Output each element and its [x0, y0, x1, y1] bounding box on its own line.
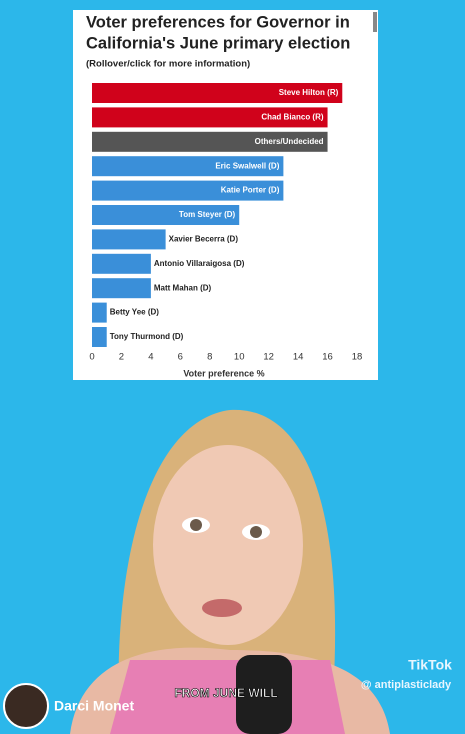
- bar-label: Xavier Becerra (D): [169, 235, 239, 244]
- bar-label: Katie Porter (D): [221, 186, 280, 195]
- x-tick-label: 16: [322, 352, 333, 363]
- x-tick-label: 0: [89, 352, 94, 363]
- brand: TikTok: [408, 657, 452, 673]
- bar-label: Betty Yee (D): [110, 308, 160, 317]
- handle: @ antiplasticlady: [361, 679, 452, 691]
- x-tick-label: 12: [263, 352, 274, 363]
- avatar[interactable]: [3, 683, 49, 729]
- bar-label: Chad Bianco (R): [261, 113, 324, 122]
- x-tick-label: 10: [234, 352, 245, 363]
- chart-subtitle: (Rollover/click for more information): [86, 59, 250, 70]
- x-axis-label: Voter preference %: [183, 368, 264, 378]
- bar: [92, 131, 328, 152]
- chart-title: Voter preferences for Governor in: [86, 13, 350, 31]
- x-tick-label: 18: [352, 352, 363, 363]
- bar-label: Matt Mahan (D): [154, 283, 212, 292]
- bar-label: Steve Hilton (R): [279, 88, 339, 97]
- creator-name[interactable]: Darci Monet: [54, 698, 134, 714]
- x-tick-label: 8: [207, 352, 212, 363]
- bar: [92, 83, 343, 103]
- x-tick-label: 6: [178, 352, 183, 363]
- presenter: [70, 409, 390, 734]
- bar: [92, 302, 107, 323]
- bar-label: Eric Swalwell (D): [215, 161, 279, 170]
- bar: [92, 107, 328, 128]
- bar-label: Antonio Villaraigosa (D): [154, 259, 245, 268]
- x-tick-label: 14: [293, 352, 304, 363]
- bar: [92, 327, 107, 347]
- bar-label: Tony Thurmond (D): [110, 332, 184, 341]
- bar: [92, 278, 151, 299]
- x-tick-label: 4: [148, 352, 153, 363]
- bar: [92, 205, 240, 225]
- bar: [92, 156, 284, 177]
- scrollbar: [373, 12, 377, 32]
- x-tick-label: 2: [119, 352, 124, 363]
- bar: [92, 180, 284, 201]
- bar-label: Tom Steyer (D): [179, 210, 236, 219]
- bar-label: Others/Undecided: [255, 137, 324, 146]
- bar: [92, 229, 166, 250]
- bar: [92, 253, 151, 274]
- chart-title: California's June primary election: [86, 34, 350, 52]
- caption: FROM JUNE WILL: [174, 686, 277, 700]
